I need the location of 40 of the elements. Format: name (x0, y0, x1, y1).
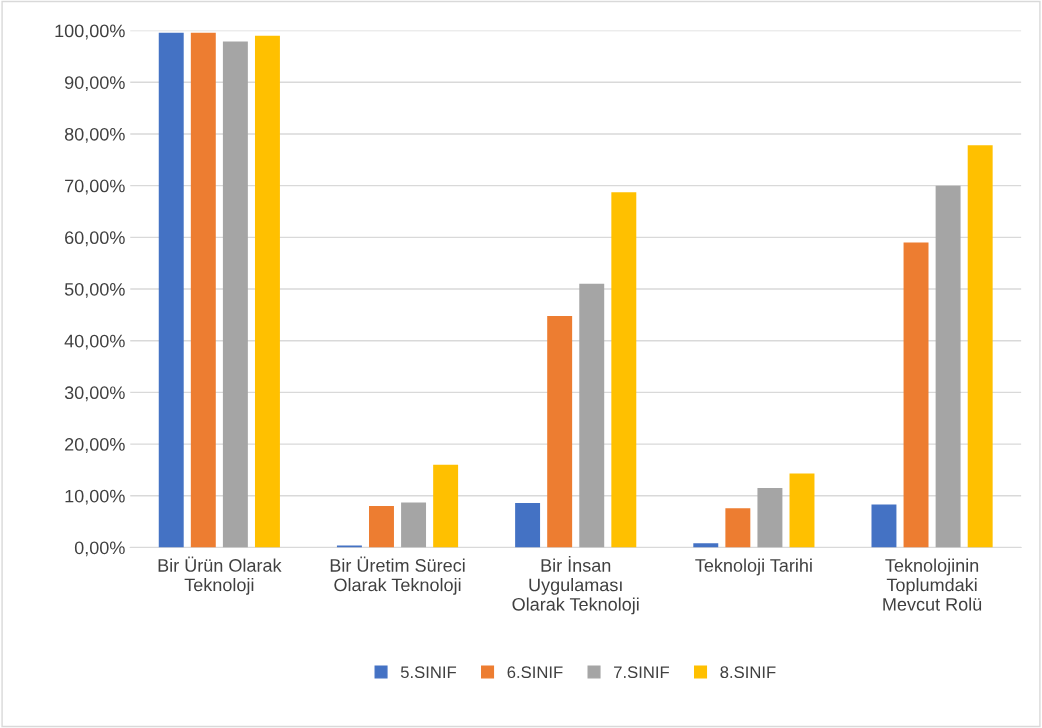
x-tick-label: Bir İnsan Uygulaması Olarak Teknoloji (512, 556, 639, 615)
y-tick-label: 30,00% (64, 386, 125, 402)
bar (935, 185, 961, 548)
bar (903, 242, 929, 548)
y-tick-label: 90,00% (65, 76, 125, 92)
bar (515, 503, 541, 548)
y-tick-label: 50,00% (64, 282, 125, 298)
legend-label: 7.SINIF (614, 666, 670, 679)
bar (190, 32, 216, 548)
bar (871, 504, 897, 548)
y-tick-label: 0,00% (74, 541, 125, 557)
bar (611, 192, 637, 548)
legend-label: 5.SINIF (400, 666, 457, 679)
bar (401, 502, 427, 548)
bar (789, 473, 815, 548)
x-tick-label: Bir Üretim Süreci Olarak Teknoloji (330, 556, 465, 595)
bar (254, 35, 280, 548)
bar (757, 488, 783, 548)
legend-label: 8.SINIF (720, 666, 776, 679)
x-tick-label: Teknolojinin Toplumdaki Mevcut Rolü (883, 558, 982, 611)
bar (369, 506, 394, 548)
legend-label: 6.SINIF (507, 666, 563, 679)
y-tick-label: 100,00% (55, 24, 125, 40)
y-tick-label: 20,00% (65, 438, 125, 453)
bar (579, 283, 605, 548)
y-tick-label: 60,00% (65, 231, 125, 247)
x-tick-label: Bir Ürün Olarak Teknoloji (158, 556, 282, 595)
y-tick-label: 80,00% (64, 127, 125, 143)
bar (433, 464, 459, 548)
bar (158, 32, 184, 548)
bar (336, 545, 362, 548)
bar (547, 315, 573, 548)
bar (725, 508, 751, 548)
y-tick-label: 10,00% (65, 489, 125, 505)
bar (967, 145, 993, 548)
bar (693, 543, 719, 548)
y-tick-label: 40,00% (64, 334, 125, 350)
bar (222, 41, 248, 548)
x-tick-label: Teknoloji Tarihi (695, 558, 812, 576)
y-tick-label: 70,00% (65, 179, 125, 195)
